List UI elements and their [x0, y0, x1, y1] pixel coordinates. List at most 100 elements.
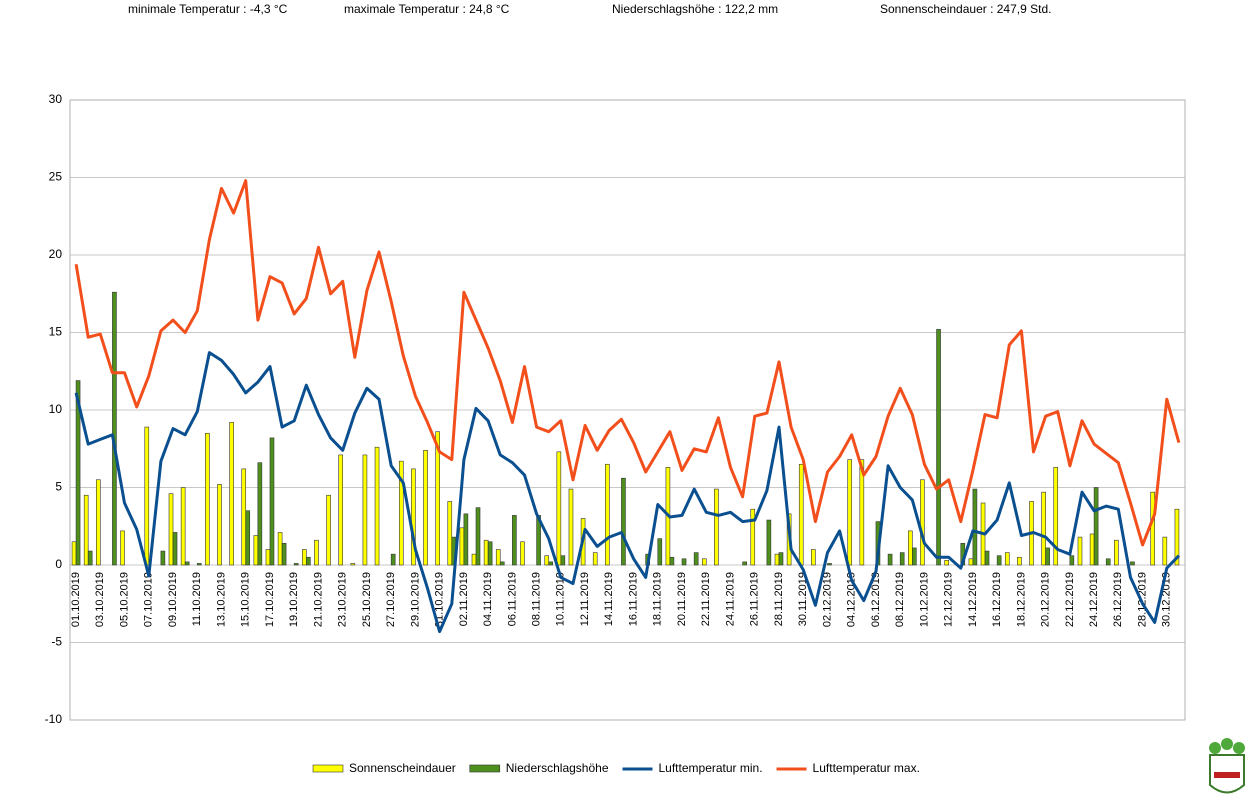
y-tick-label: 30 — [49, 92, 63, 106]
bar — [701, 558, 707, 566]
x-tick-label: 25.10.2019 — [361, 572, 373, 627]
x-tick-label: 27.10.2019 — [385, 572, 397, 627]
bar — [798, 463, 804, 566]
x-tick-label: 22.11.2019 — [700, 572, 712, 626]
bar — [87, 550, 93, 566]
bar — [899, 552, 905, 566]
bar — [944, 560, 949, 566]
bar — [1162, 536, 1168, 566]
bar — [281, 542, 287, 566]
bar — [592, 552, 598, 566]
bar — [1174, 508, 1180, 566]
y-tick-label: 10 — [49, 402, 63, 416]
bar — [556, 451, 562, 566]
bar — [362, 454, 368, 566]
bar — [669, 556, 675, 566]
bar — [766, 519, 772, 566]
bar — [487, 541, 493, 566]
bar — [71, 541, 77, 566]
bar — [657, 538, 663, 566]
bar — [120, 530, 125, 566]
bar — [95, 479, 101, 566]
bar — [774, 553, 780, 566]
x-tick-label: 03.10.2019 — [94, 572, 106, 627]
bar — [1077, 536, 1083, 566]
x-tick-label: 24.12.2019 — [1088, 572, 1100, 627]
x-tick-label: 31.10.2019 — [434, 572, 446, 627]
bar — [265, 549, 271, 566]
bar — [1053, 467, 1059, 566]
legend-swatch — [469, 764, 501, 773]
line — [74, 179, 1181, 547]
line — [74, 351, 1180, 634]
bar — [217, 484, 222, 566]
bar — [160, 550, 166, 566]
logo — [1209, 738, 1245, 794]
x-tick-label: 13.10.2019 — [215, 572, 227, 627]
bar — [693, 552, 699, 566]
bar — [750, 508, 756, 566]
bar — [475, 507, 481, 566]
x-tick-label: 08.11.2019 — [531, 572, 543, 626]
x-tick-label: 26.11.2019 — [749, 572, 761, 626]
bar — [390, 553, 396, 566]
bar — [374, 446, 380, 566]
x-tick-label: 16.11.2019 — [627, 572, 639, 626]
bar — [1150, 491, 1156, 566]
x-tick-label: 09.10.2019 — [167, 572, 179, 627]
bar — [75, 380, 81, 566]
annotation: Niederschlagshöhe : 122,2 mm — [612, 2, 778, 16]
x-tick-label: 20.11.2019 — [676, 572, 688, 626]
bar — [306, 556, 311, 566]
annotation: minimale Temperatur : -4,3 °C — [128, 2, 288, 16]
bar — [984, 550, 990, 566]
bar — [1069, 555, 1075, 566]
legend-label: Sonnenscheindauer — [349, 761, 456, 775]
bar — [302, 549, 307, 566]
bar — [887, 553, 893, 566]
bar — [205, 432, 210, 566]
bar — [544, 555, 550, 566]
bar — [495, 549, 501, 566]
y-tick-label: 5 — [55, 480, 62, 494]
y-tick-label: 20 — [49, 247, 63, 261]
x-tick-label: 15.10.2019 — [240, 572, 252, 627]
bar — [423, 449, 428, 566]
x-tick-label: 14.12.2019 — [967, 572, 979, 627]
x-tick-label: 10.11.2019 — [555, 572, 567, 626]
bar — [293, 563, 299, 566]
bar — [269, 437, 275, 566]
bar — [471, 553, 477, 566]
y-tick-label: -5 — [51, 635, 62, 649]
y-tick-label: 25 — [49, 170, 63, 184]
x-tick-label: 29.10.2019 — [409, 572, 421, 627]
bar — [1041, 491, 1046, 566]
bar — [180, 487, 186, 566]
x-tick-label: 28.11.2019 — [773, 572, 785, 626]
x-tick-label: 18.11.2019 — [652, 572, 664, 626]
x-tick-label: 17.10.2019 — [264, 572, 276, 627]
x-tick-label: 28.12.2019 — [1136, 572, 1148, 627]
bar — [350, 563, 356, 566]
x-tick-label: 30.12.2019 — [1161, 572, 1173, 627]
x-tick-label: 06.12.2019 — [870, 572, 882, 627]
bar — [326, 494, 331, 566]
bar — [459, 527, 465, 566]
x-tick-label: 21.10.2019 — [312, 572, 324, 627]
legend-label: Niederschlagshöhe — [506, 761, 609, 775]
bar — [184, 561, 190, 566]
y-tick-label: 15 — [49, 325, 63, 339]
x-tick-label: 04.11.2019 — [482, 572, 494, 626]
plot-frame — [69, 99, 1186, 721]
bar — [1045, 547, 1050, 566]
bar — [920, 479, 925, 566]
bar — [1093, 487, 1099, 566]
x-tick-label: 10.12.2019 — [918, 572, 930, 627]
bar — [257, 462, 263, 566]
bar — [778, 552, 784, 566]
bar — [112, 291, 117, 566]
bar — [172, 532, 178, 566]
bar — [605, 463, 610, 566]
bar — [968, 558, 974, 566]
